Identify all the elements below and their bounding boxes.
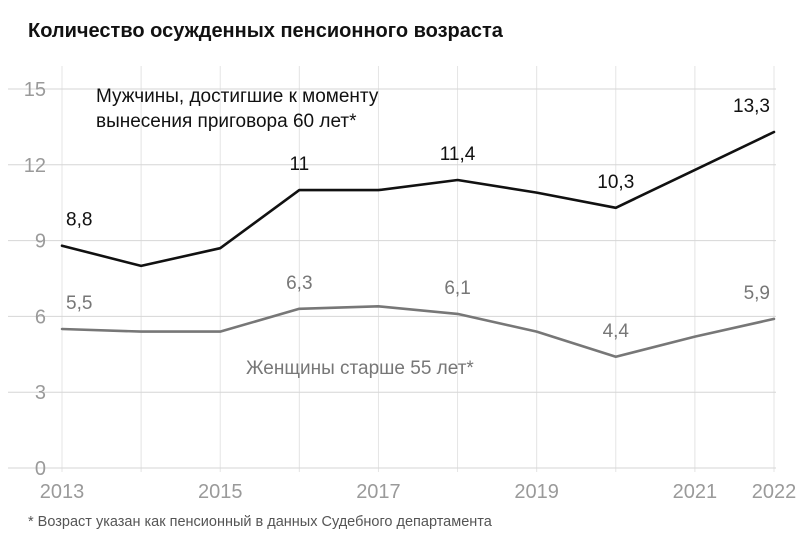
- data-label: 6,3: [286, 273, 312, 294]
- x-tick-label: 2021: [673, 481, 718, 503]
- x-tick-label: 2022: [752, 481, 797, 503]
- x-tick-label: 2013: [40, 481, 85, 503]
- y-tick-label: 3: [35, 382, 46, 404]
- chart-title: Количество осужденных пенсионного возрас…: [28, 20, 503, 42]
- y-tick-label: 6: [35, 306, 46, 328]
- y-tick-label: 15: [24, 79, 46, 101]
- data-label: 11: [289, 154, 309, 175]
- series-line-women: [60, 304, 776, 359]
- data-label: 6,1: [444, 278, 470, 299]
- x-tick-label: 2015: [198, 481, 243, 503]
- grid-layer: [8, 66, 776, 472]
- data-label: 5,5: [66, 293, 92, 314]
- footnote: * Возраст указан как пенсионный в данных…: [28, 514, 492, 530]
- series-label-men-line1: Мужчины, достигшие к моменту: [96, 86, 379, 107]
- data-labels: 8,8 11 11,4 10,3 13,3 5,5 6,3 6,1 4,4 5,9: [66, 96, 770, 342]
- series-line-men: [60, 130, 776, 268]
- data-label: 4,4: [603, 321, 630, 342]
- x-tick-label: 2019: [514, 481, 559, 503]
- series-label-women: Женщины старше 55 лет*: [246, 358, 474, 379]
- y-tick-label: 0: [35, 458, 46, 480]
- series-lines: [60, 130, 776, 359]
- x-axis-ticks: 2013 2015 2017 2019 2021 2022: [40, 481, 797, 503]
- y-tick-label: 12: [24, 155, 46, 177]
- data-label: 13,3: [733, 96, 770, 117]
- data-label: 10,3: [597, 172, 634, 193]
- data-label: 11,4: [440, 144, 476, 165]
- data-label: 8,8: [66, 210, 92, 231]
- y-axis-ticks: 0 3 6 9 12 15: [24, 79, 46, 480]
- series-label-men-line2: вынесения приговора 60 лет*: [96, 111, 357, 132]
- y-tick-label: 9: [35, 231, 46, 253]
- series-labels: Мужчины, достигшие к моменту вынесения п…: [96, 86, 474, 379]
- data-label: 5,9: [744, 283, 770, 304]
- x-tick-label: 2017: [356, 481, 401, 503]
